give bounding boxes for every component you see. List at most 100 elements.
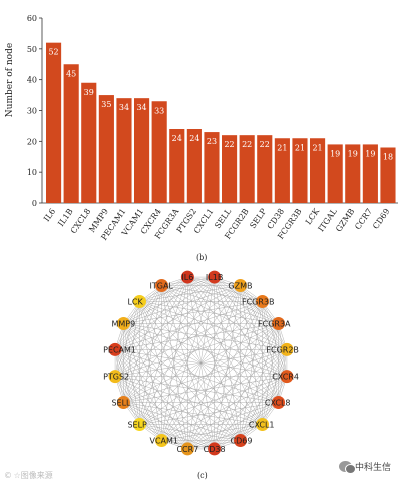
node-label: GZMB: [228, 281, 252, 290]
network-edge: [240, 323, 279, 441]
network-edge: [115, 349, 279, 403]
bar-value-label: 21: [312, 143, 322, 152]
bar-vcam1: [134, 98, 150, 203]
network-edges: [114, 276, 288, 450]
bar-value-label: 23: [207, 137, 217, 146]
bar-cxcl8: [81, 82, 97, 203]
bar-value-label: 22: [242, 140, 252, 149]
bar-value-label: 34: [119, 103, 129, 112]
y-tick-label: 60: [27, 14, 37, 23]
network-edge: [187, 276, 279, 403]
network-edge: [114, 376, 215, 450]
network-edge: [161, 285, 279, 324]
bar-value-label: 39: [84, 88, 94, 97]
network-edge: [123, 323, 140, 425]
network-edge: [115, 323, 279, 377]
network-edge: [123, 323, 162, 441]
node-label: CXCL1: [249, 421, 275, 430]
network-node-labels: IL1B GZMB FCGR3B FCGR3A FCGR2B CXCR4 CXCL8 CXCL…: [103, 273, 299, 454]
network-edge: [161, 285, 288, 377]
bar-il6: [46, 42, 62, 203]
node-cxcl8: [272, 395, 286, 409]
caption-b: (b): [196, 253, 208, 262]
bar-value-label: 19: [348, 149, 358, 158]
node-label: FCGR2B: [266, 345, 299, 354]
network-edge: [161, 402, 279, 441]
node-fcgr2b: [280, 342, 294, 356]
node-label: CD38: [204, 445, 226, 454]
network-edge: [114, 349, 162, 441]
network-edge: [114, 285, 162, 350]
network-edge: [123, 402, 263, 425]
network-edge: [114, 376, 241, 441]
bar-fcgr2b: [239, 135, 255, 203]
bars: [46, 42, 396, 203]
network-edge: [161, 285, 263, 425]
network-edge: [161, 285, 263, 302]
network-edge: [114, 376, 188, 450]
bar-value-labels: 52 45 39 35 34 34 33 24 24 23 22 22 22 21 21 21 19 19 19 18: [48, 48, 393, 162]
node-label: CXCL8: [265, 398, 291, 407]
node-label: FCGR3B: [242, 297, 275, 306]
bar-value-label: 33: [154, 106, 164, 115]
bar-value-label: 24: [189, 134, 199, 143]
bar-value-label: 19: [365, 149, 375, 158]
y-tick-label: 30: [27, 107, 37, 116]
network-edge: [123, 323, 263, 425]
node-label: VCAM1: [150, 437, 179, 446]
bar-value-label: 52: [48, 48, 58, 57]
network-edge: [187, 277, 241, 441]
network-edge: [214, 276, 279, 324]
node-cd69: [233, 434, 247, 448]
bar-itgal: [327, 144, 343, 203]
network-edge: [187, 424, 263, 450]
wechat-icon: [338, 461, 356, 474]
bar-fcgr3a: [169, 129, 185, 203]
bar-value-label: 19: [330, 149, 340, 158]
bar-gzmb: [345, 144, 361, 203]
node-label: LCK: [127, 297, 143, 306]
network-edge: [187, 277, 215, 449]
bar-value-label: 22: [224, 140, 234, 149]
bar-value-label: 35: [101, 100, 111, 109]
bar-chart: 0 10 20 30 40 50 60 Number of node 52 45 39 35 34 3…: [5, 14, 398, 242]
bar-pecam1: [116, 98, 132, 203]
y-axis-label: Number of node: [5, 43, 15, 117]
node-vcam1: [155, 434, 169, 448]
network-edge: [123, 301, 140, 403]
bar-yticks: 0 10 20 30 40 50 60: [27, 14, 42, 208]
bar-fcgr3b: [292, 138, 308, 203]
bar-value-label: 21: [295, 143, 305, 152]
watermark-right: 中科生信: [338, 460, 391, 474]
network-edge: [139, 285, 162, 425]
node-ptgs2: [108, 370, 122, 384]
network-edge: [187, 276, 288, 350]
network-edge: [214, 276, 288, 377]
network-edge: [214, 349, 288, 450]
network-edge: [139, 301, 162, 441]
node-il6: [180, 270, 194, 284]
y-tick-label: 50: [27, 45, 37, 54]
network-edge: [123, 323, 287, 377]
network-edge: [139, 277, 188, 425]
y-tick-label: 40: [27, 76, 37, 85]
network-edge: [187, 276, 288, 377]
network-edge: [123, 301, 263, 403]
node-pecam1: [108, 342, 122, 356]
network-edge: [139, 301, 188, 449]
network-edge: [161, 285, 188, 449]
network-edge: [187, 276, 263, 425]
network-edge: [114, 376, 162, 441]
node-label: MMP9: [111, 320, 135, 329]
bar-cd38: [274, 138, 290, 203]
node-gzmb: [233, 278, 247, 292]
y-tick-label: 10: [27, 168, 37, 177]
network-edge: [139, 301, 279, 324]
network-edge: [187, 276, 263, 302]
network-edge: [262, 301, 288, 377]
node-sell: [116, 395, 130, 409]
bar-ccr7: [362, 144, 378, 203]
bar-ptgs2: [186, 129, 202, 203]
watermark-right-text: 中科生信: [354, 463, 391, 473]
network-edge: [123, 402, 215, 450]
